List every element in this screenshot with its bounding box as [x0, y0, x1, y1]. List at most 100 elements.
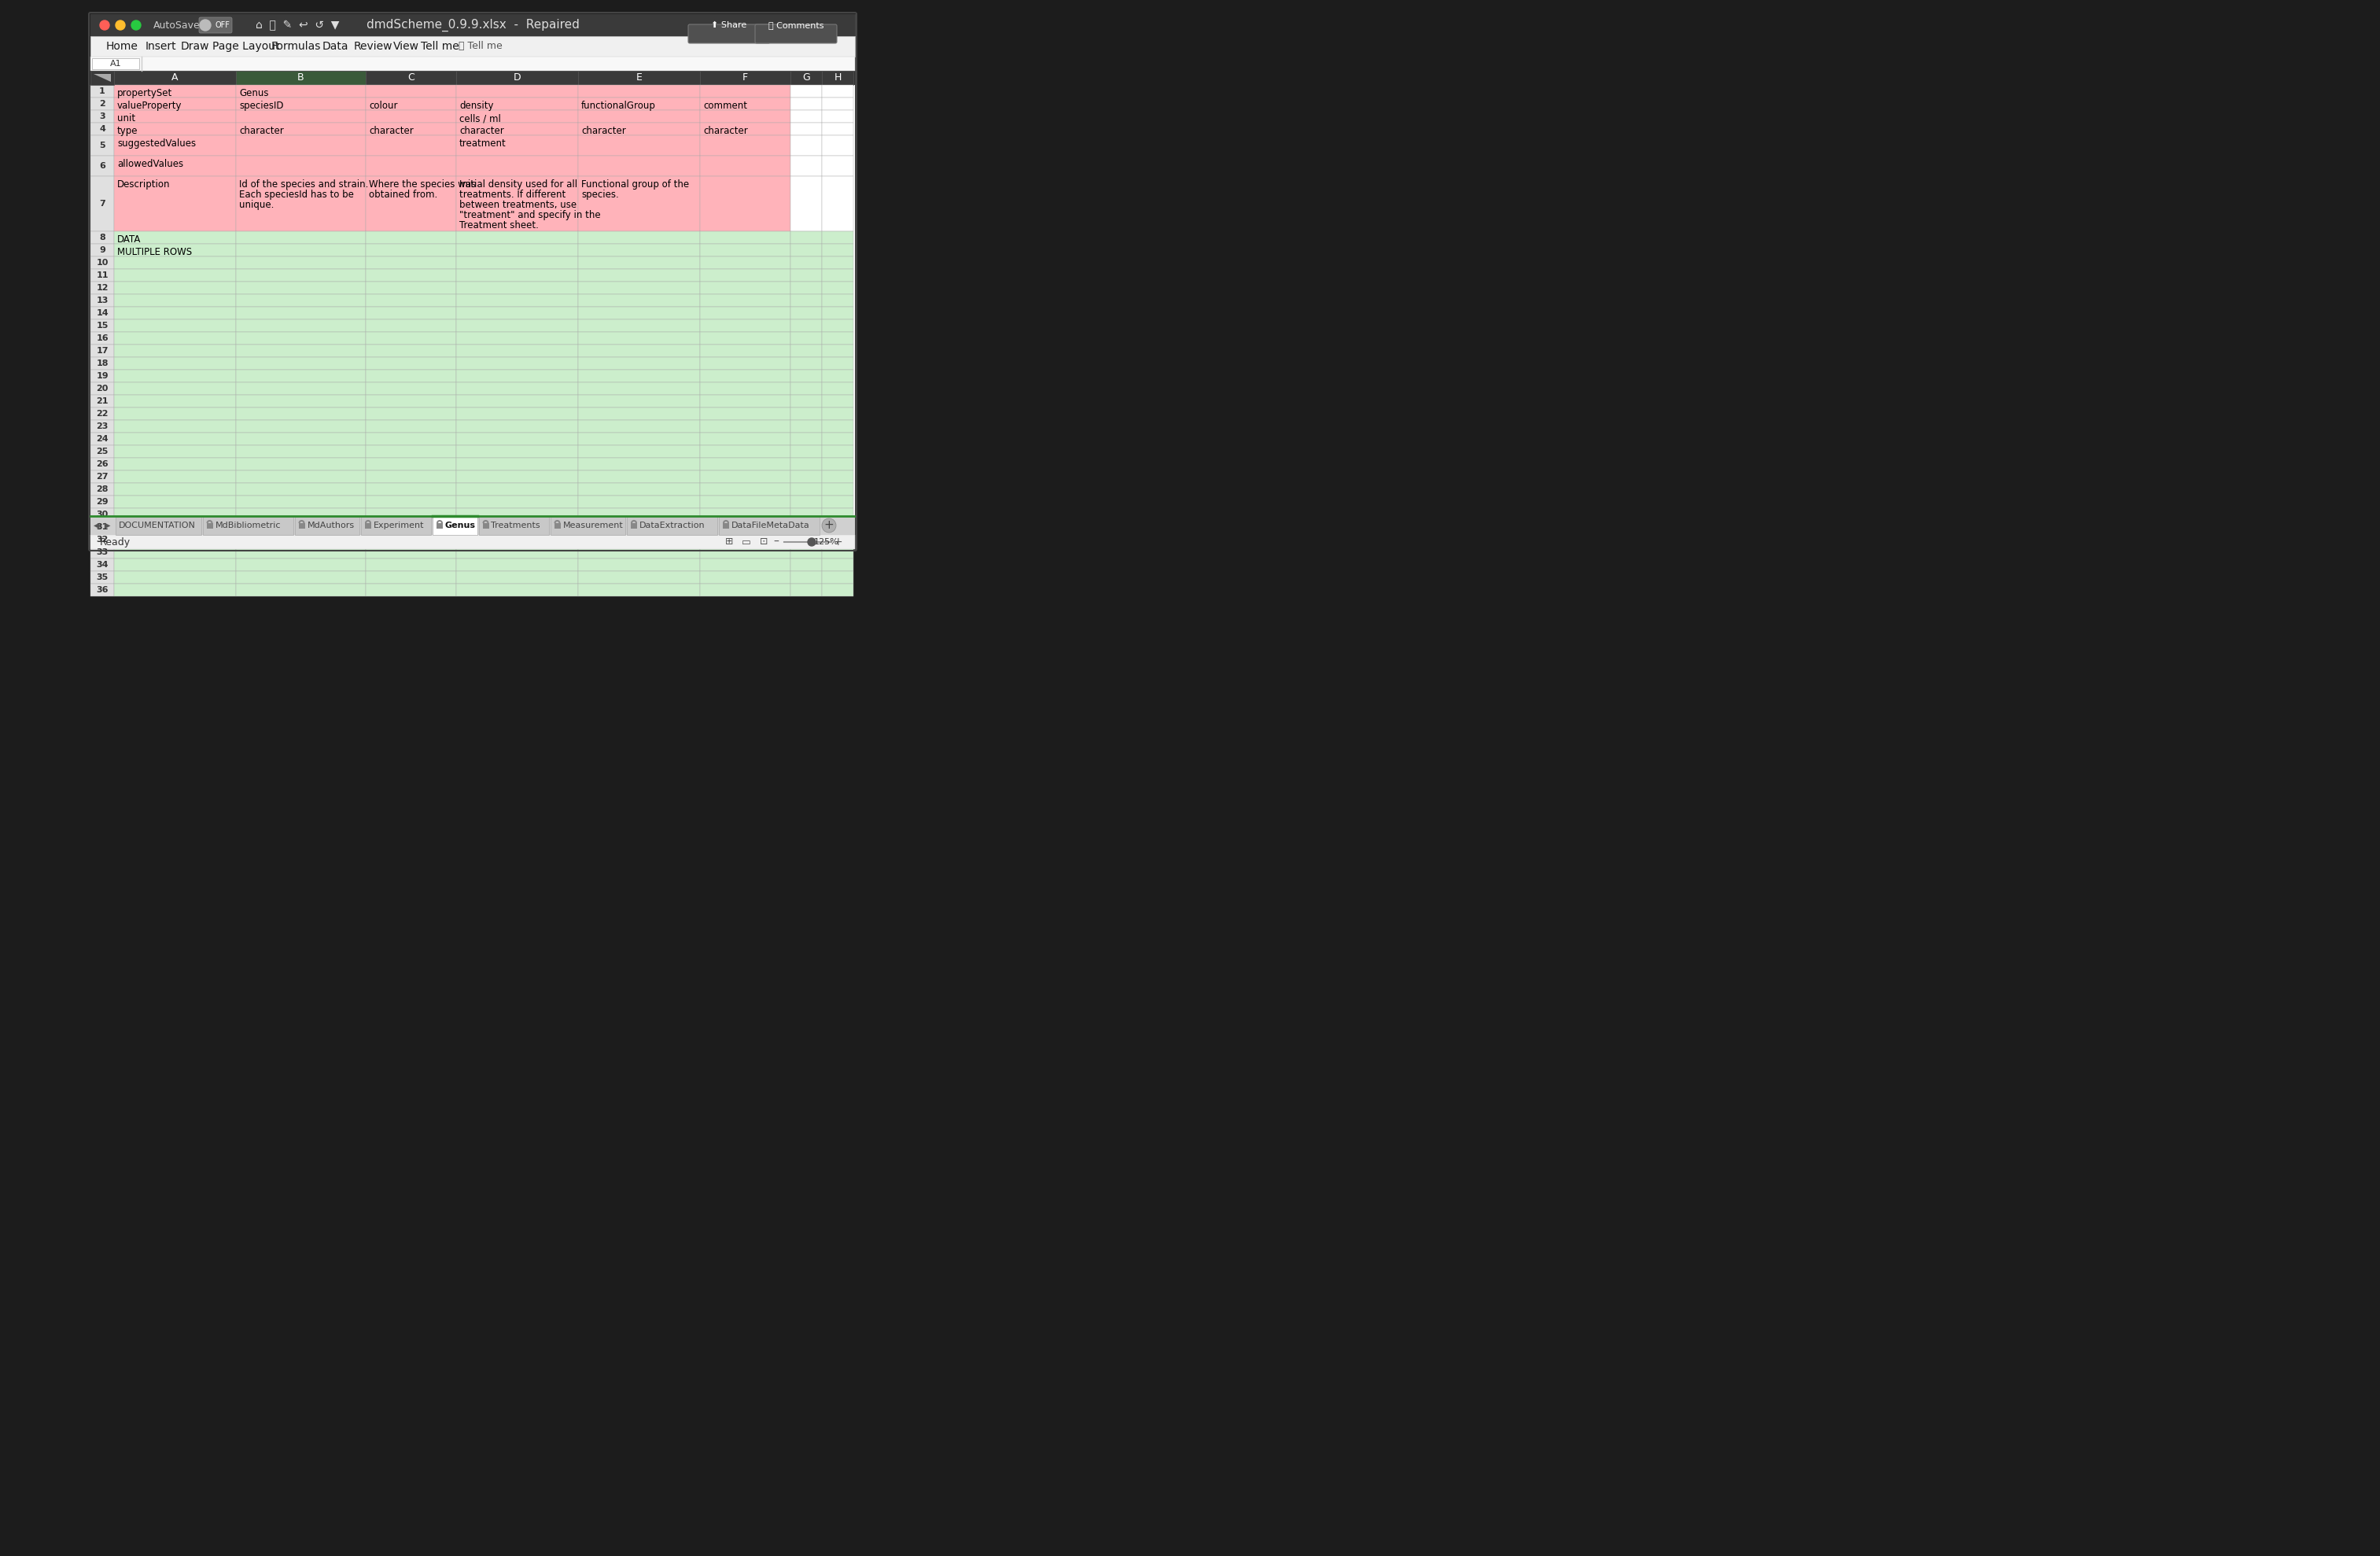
Text: 33: 33	[95, 548, 107, 555]
Bar	[114, 307, 236, 319]
Text: character: character	[702, 126, 747, 135]
Bar	[790, 319, 821, 331]
Bar	[790, 470, 821, 482]
Bar	[821, 509, 854, 521]
Text: Draw: Draw	[181, 40, 209, 51]
Bar	[821, 383, 854, 395]
Text: Description: Description	[117, 179, 171, 190]
Bar	[578, 395, 700, 408]
Bar	[367, 457, 457, 470]
Bar	[236, 433, 367, 445]
Bar	[90, 521, 114, 534]
Text: obtained from.: obtained from.	[369, 190, 438, 199]
Bar	[114, 294, 236, 307]
Text: B: B	[298, 73, 305, 82]
Bar	[578, 521, 700, 534]
Bar	[821, 294, 854, 307]
Bar	[295, 517, 359, 535]
Bar	[90, 517, 854, 535]
Bar	[236, 546, 367, 559]
Bar	[114, 269, 236, 282]
Bar	[700, 319, 790, 331]
Bar	[367, 559, 457, 571]
Bar	[457, 176, 578, 232]
Bar	[236, 331, 367, 344]
Bar	[821, 408, 854, 420]
Bar	[457, 72, 578, 86]
Bar	[114, 358, 236, 370]
Text: DATA: DATA	[117, 235, 140, 244]
Circle shape	[131, 20, 140, 30]
Bar	[821, 470, 854, 482]
Bar	[700, 370, 790, 383]
Bar	[790, 358, 821, 370]
Text: AutoSave: AutoSave	[152, 20, 200, 30]
Bar	[90, 135, 114, 156]
Text: ▶: ▶	[105, 521, 112, 529]
Text: Home: Home	[107, 40, 138, 51]
Circle shape	[821, 518, 835, 532]
Bar	[90, 257, 114, 269]
Text: DOCUMENTATION: DOCUMENTATION	[119, 521, 195, 529]
Text: ⊞: ⊞	[726, 537, 733, 548]
Bar	[821, 358, 854, 370]
Bar	[700, 98, 790, 110]
Circle shape	[117, 20, 126, 30]
Text: character: character	[581, 126, 626, 135]
Bar	[90, 534, 114, 546]
Bar	[821, 176, 854, 232]
Bar	[578, 72, 700, 86]
Bar	[362, 517, 431, 535]
Bar	[821, 232, 854, 244]
Text: MULTIPLE ROWS: MULTIPLE ROWS	[117, 247, 193, 257]
Bar	[90, 457, 114, 470]
Bar	[790, 257, 821, 269]
Bar	[236, 135, 367, 156]
Text: "treatment" and specify in the: "treatment" and specify in the	[459, 210, 600, 221]
Text: 11: 11	[95, 271, 109, 279]
Text: Page Layout: Page Layout	[212, 40, 278, 51]
Bar	[367, 521, 457, 534]
Bar	[821, 319, 854, 331]
Bar	[367, 110, 457, 123]
Bar	[114, 521, 236, 534]
Bar	[821, 307, 854, 319]
Bar	[367, 294, 457, 307]
Bar	[90, 395, 114, 408]
Bar	[457, 559, 578, 571]
Bar	[90, 546, 114, 559]
Bar	[114, 257, 236, 269]
Bar	[202, 517, 293, 535]
Bar	[700, 509, 790, 521]
Bar	[700, 445, 790, 457]
Text: 25: 25	[95, 448, 109, 456]
Bar	[578, 110, 700, 123]
Bar	[367, 244, 457, 257]
Bar	[578, 269, 700, 282]
Text: Data: Data	[321, 40, 350, 51]
Bar	[114, 445, 236, 457]
Text: 15: 15	[95, 322, 109, 330]
Bar	[114, 86, 236, 98]
Bar	[114, 559, 236, 571]
Bar	[367, 72, 457, 86]
Bar	[790, 584, 821, 596]
Bar	[700, 294, 790, 307]
Bar	[578, 98, 700, 110]
Bar	[114, 344, 236, 358]
Text: 🔍 Tell me: 🔍 Tell me	[459, 42, 502, 51]
Bar	[821, 534, 854, 546]
Bar	[821, 571, 854, 584]
Text: colour: colour	[369, 101, 397, 110]
Bar	[578, 319, 700, 331]
Bar	[457, 496, 578, 509]
Bar	[367, 571, 457, 584]
Bar	[90, 370, 114, 383]
Bar	[457, 584, 578, 596]
Bar	[821, 331, 854, 344]
Bar	[90, 584, 114, 596]
Bar	[457, 123, 578, 135]
Bar	[790, 269, 821, 282]
Bar	[457, 408, 578, 420]
Text: +: +	[833, 537, 843, 548]
